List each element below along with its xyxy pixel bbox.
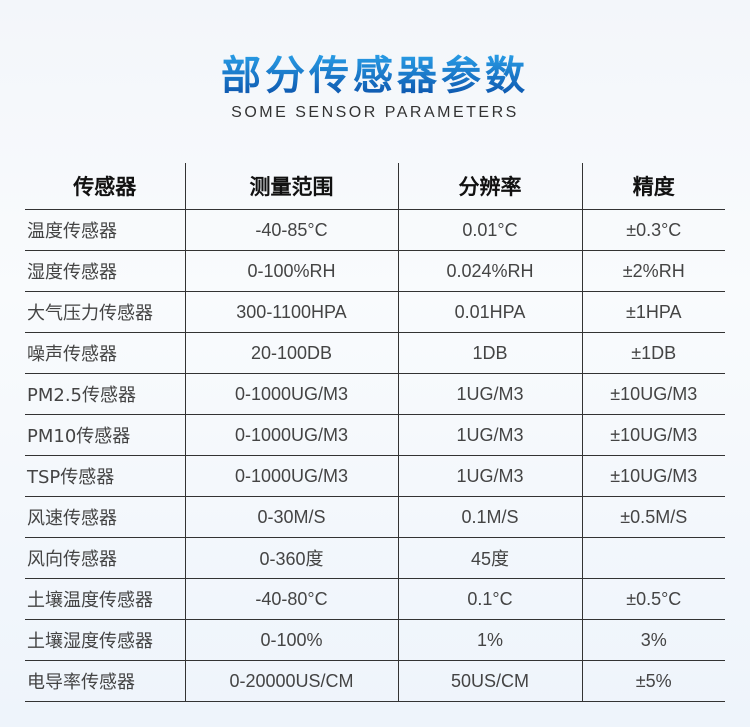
table-cell: 0-360度 [184, 537, 398, 579]
table-cell: ±10UG/M3 [581, 414, 725, 456]
table-cell: 0-100% [184, 619, 398, 661]
table-row: 风速传感器 0-30M/S 0.1M/S ±0.5M/S [25, 496, 725, 538]
table-cell: 1UG/M3 [397, 414, 582, 456]
table-cell: 土壤温度传感器 [25, 578, 185, 620]
table-cell: ±1HPA [581, 291, 725, 333]
table-cell: 1DB [397, 332, 582, 374]
table-cell: 0-20000US/CM [184, 660, 398, 702]
table-cell: ±0.3°C [581, 209, 725, 251]
table-cell: -40-85°C [184, 209, 398, 251]
column-header: 分辨率 [397, 163, 582, 210]
table-row: 温度传感器 -40-85°C 0.01°C ±0.3°C [25, 209, 725, 251]
table-row: 土壤湿度传感器 0-100% 1% 3% [25, 619, 725, 661]
table-row: 湿度传感器 0-100%RH 0.024%RH ±2%RH [25, 250, 725, 292]
header-row: 传感器 测量范围 分辨率 精度 [25, 163, 725, 210]
table-cell: 1% [397, 619, 582, 661]
table-cell: 50US/CM [397, 660, 582, 702]
table-cell: 0-1000UG/M3 [184, 455, 398, 497]
table-cell [581, 537, 725, 579]
table-cell: 0.1M/S [397, 496, 582, 538]
table-cell: 1UG/M3 [397, 373, 582, 415]
column-header: 精度 [581, 163, 725, 210]
table-cell: 土壤湿度传感器 [25, 619, 185, 661]
table-cell: 1UG/M3 [397, 455, 582, 497]
column-header: 测量范围 [184, 163, 398, 210]
table-cell: 0.024%RH [397, 250, 582, 292]
table-row: 风向传感器 0-360度 45度 [25, 537, 725, 579]
table-cell: PM2.5传感器 [25, 373, 185, 415]
table-cell: ±2%RH [581, 250, 725, 292]
table-row: 电导率传感器 0-20000US/CM 50US/CM ±5% [25, 660, 725, 702]
table-cell: TSP传感器 [25, 455, 185, 497]
page-title: 部分传感器参数 [0, 52, 750, 100]
table-cell: PM10传感器 [25, 414, 185, 456]
table-cell: 0-1000UG/M3 [184, 414, 398, 456]
table-cell: 0-100%RH [184, 250, 398, 292]
table-cell: 噪声传感器 [25, 332, 185, 374]
table-cell: 45度 [397, 537, 582, 579]
table-cell: ±10UG/M3 [581, 373, 725, 415]
table-cell: 0-30M/S [184, 496, 398, 538]
table-cell: 大气压力传感器 [25, 291, 185, 333]
table-cell: ±5% [581, 660, 725, 702]
page-subtitle: SOME SENSOR PARAMETERS [231, 104, 519, 121]
table-cell: 0.01HPA [397, 291, 582, 333]
table-cell: 风向传感器 [25, 537, 185, 579]
table-cell: 0.1°C [397, 578, 582, 620]
table-cell: 0.01°C [397, 209, 582, 251]
table-cell: ±10UG/M3 [581, 455, 725, 497]
table-row: PM10传感器 0-1000UG/M3 1UG/M3 ±10UG/M3 [25, 414, 725, 456]
table-row: 噪声传感器 20-100DB 1DB ±1DB [25, 332, 725, 374]
column-header: 传感器 [25, 163, 185, 210]
table-cell: 电导率传感器 [25, 660, 185, 702]
table-cell: -40-80°C [184, 578, 398, 620]
table-cell: 300-1100HPA [184, 291, 398, 333]
table-cell: ±0.5M/S [581, 496, 725, 538]
table-cell: 温度传感器 [25, 209, 185, 251]
sensor-parameters-table: 传感器 测量范围 分辨率 精度 温度传感器 -40-85°C 0.01°C ±0.3°C 湿度… [25, 163, 725, 702]
table-cell: 风速传感器 [25, 496, 185, 538]
table-cell: 20-100DB [184, 332, 398, 374]
table-cell: 0-1000UG/M3 [184, 373, 398, 415]
table-row: PM2.5传感器 0-1000UG/M3 1UG/M3 ±10UG/M3 [25, 373, 725, 415]
table-row: TSP传感器 0-1000UG/M3 1UG/M3 ±10UG/M3 [25, 455, 725, 497]
table-cell: ±1DB [581, 332, 725, 374]
table-cell: 湿度传感器 [25, 250, 185, 292]
table-row: 大气压力传感器 300-1100HPA 0.01HPA ±1HPA [25, 291, 725, 333]
table-cell: ±0.5°C [581, 578, 725, 620]
table-cell: 3% [581, 619, 725, 661]
table-row: 土壤温度传感器 -40-80°C 0.1°C ±0.5°C [25, 578, 725, 620]
